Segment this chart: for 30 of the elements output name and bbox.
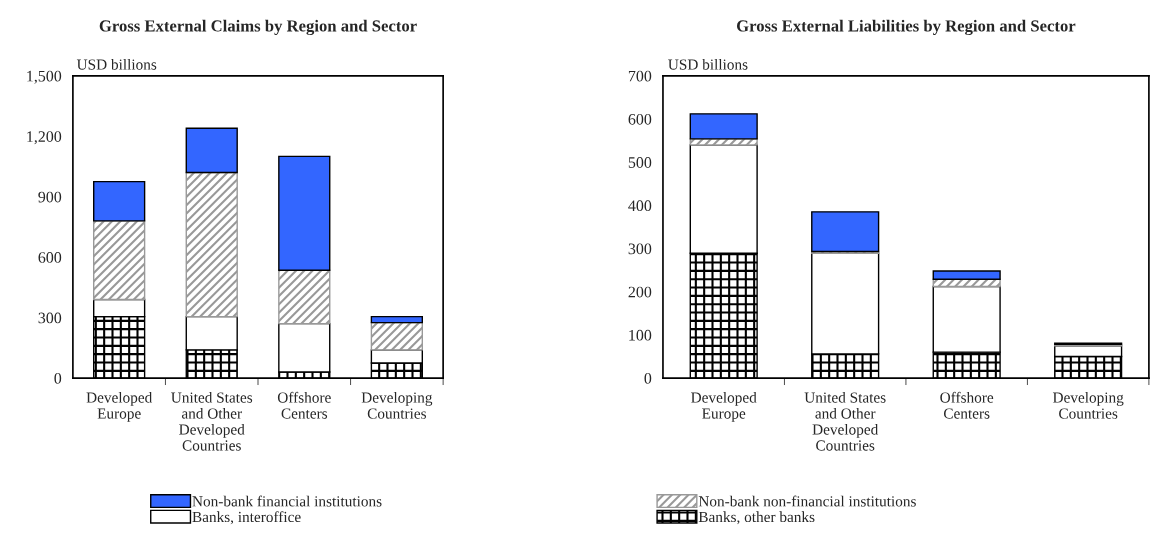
legend-label: Banks, other banks [698, 511, 815, 525]
x-tick-label: United States and Other Developed Countries [171, 391, 253, 451]
chart-title: Gross External Liabilities by Region and Sector [736, 19, 1076, 36]
x-tick-label: Offshore Centers [940, 391, 994, 419]
y-tick-label: 400 [628, 200, 652, 212]
y-tick-label: 300 [628, 243, 652, 255]
y-tick-label: 600 [38, 252, 62, 263]
y-tick-label: 0 [54, 372, 62, 384]
legend-label: Non-bank non-financial institutions [698, 495, 916, 507]
x-tick-label: United States and Other Developed Countries [804, 391, 886, 451]
legend-label: Non-bank financial institutions [192, 495, 382, 507]
legend-label: Banks, interoffice [192, 511, 301, 525]
x-tick-label: Offshore Centers [277, 391, 331, 419]
y-tick-label: 1,200 [27, 131, 62, 145]
y-tick-label: 1,500 [27, 70, 62, 84]
y-tick-label: 200 [628, 286, 652, 298]
y-axis-title: USD billions [76, 58, 157, 70]
y-axis-title: USD billions [668, 58, 748, 70]
x-tick-label: Developing Countries [1052, 391, 1124, 419]
y-tick-label: 0 [644, 372, 652, 384]
y-tick-label: 700 [628, 70, 652, 82]
x-tick-label: Developing Countries [361, 391, 433, 419]
x-tick-label: Developed Europe [86, 391, 153, 422]
y-tick-label: 500 [628, 157, 652, 168]
chart-title: Gross External Claims by Region and Sector [99, 19, 417, 36]
x-tick-label: Developed Europe [691, 391, 757, 422]
y-tick-label: 100 [629, 329, 652, 341]
y-tick-label: 300 [38, 312, 62, 324]
y-tick-label: 600 [628, 113, 652, 125]
y-tick-label: 900 [38, 191, 62, 203]
